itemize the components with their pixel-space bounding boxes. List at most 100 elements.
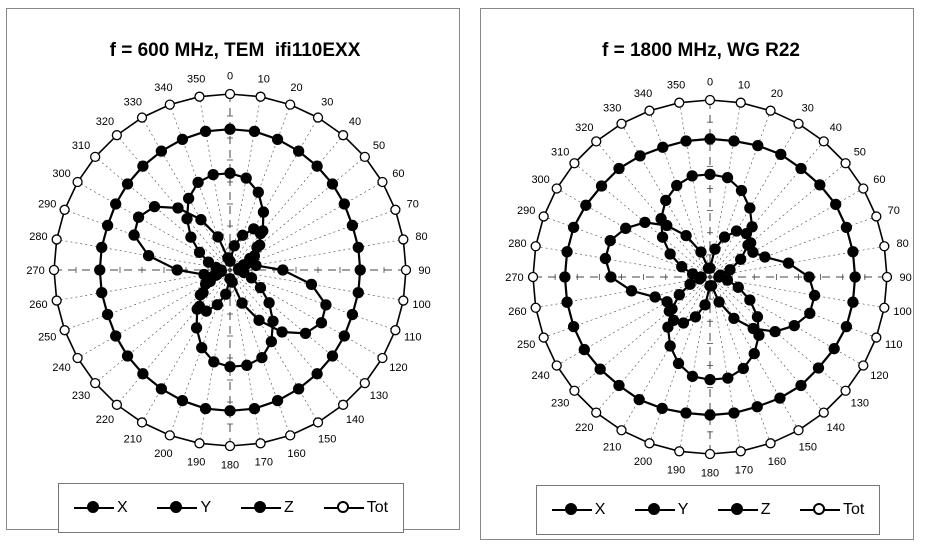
data-point-y [196, 342, 208, 354]
data-point-tot [51, 234, 62, 245]
data-point-x [128, 229, 140, 241]
data-point-z [633, 393, 645, 406]
legend-swatch-y [157, 501, 198, 515]
data-point-y [748, 347, 760, 360]
data-point-y [238, 266, 250, 279]
angle-label: 200 [154, 448, 172, 460]
data-point-y [722, 372, 734, 384]
angle-label: 80 [896, 238, 908, 250]
angle-label: 0 [707, 76, 713, 88]
angle-label: 40 [349, 116, 361, 128]
data-point-y [257, 206, 270, 218]
data-point-y [721, 274, 734, 286]
data-point-y [704, 374, 716, 386]
data-point-x [782, 257, 795, 269]
data-point-x [142, 249, 155, 262]
angle-label: 170 [255, 457, 273, 469]
data-point-tot [48, 264, 60, 276]
data-point-x [250, 259, 262, 272]
angle-label: 30 [321, 97, 333, 109]
angle-label: 100 [412, 299, 430, 311]
data-point-z [795, 162, 807, 175]
data-point-z [840, 320, 853, 333]
data-point-y [744, 202, 756, 214]
data-point-tot [674, 446, 685, 457]
data-point-z [346, 308, 359, 321]
data-point-tot [840, 385, 851, 396]
angle-label: 50 [373, 140, 385, 152]
grid-spoke [169, 269, 231, 436]
data-point-x [689, 311, 702, 323]
angle-label: 210 [603, 441, 621, 453]
data-point-tot [793, 118, 804, 129]
data-point-z [338, 330, 350, 342]
chart-title: f = 600 MHz, TEM ifi110EXX [109, 40, 361, 61]
data-point-y [742, 239, 754, 251]
grid-spoke [229, 117, 319, 271]
angle-label: 230 [551, 398, 569, 410]
grid-spoke [229, 156, 366, 271]
data-point-y [753, 329, 765, 341]
data-point-x [788, 320, 800, 332]
angle-label: 120 [389, 362, 407, 374]
grid-spoke [229, 269, 261, 444]
data-point-y [684, 278, 696, 290]
data-point-y [686, 170, 698, 182]
data-point-tot [359, 377, 370, 389]
data-point-tot [390, 204, 401, 215]
data-point-x [212, 231, 224, 243]
angle-label: 340 [154, 82, 172, 94]
grid-spoke [141, 269, 231, 423]
data-point-tot [398, 234, 409, 245]
angle-label: 200 [634, 456, 652, 468]
data-point-y [245, 272, 258, 284]
angle-label: 190 [667, 465, 685, 477]
legend-label-z: Z [284, 499, 294, 516]
data-point-z [559, 271, 571, 283]
data-point-z [752, 139, 764, 152]
data-point-tot [164, 430, 175, 441]
data-point-z [812, 362, 825, 374]
angle-label: 70 [888, 205, 900, 217]
data-point-z [326, 178, 339, 190]
angle-label: 250 [38, 332, 56, 344]
data-point-tot [312, 417, 324, 428]
data-point-y [676, 261, 688, 273]
data-point-tot [72, 176, 83, 188]
legend-item-tot: Tot [323, 499, 388, 517]
data-point-x [211, 299, 224, 311]
data-point-tot [72, 352, 83, 364]
angle-label: 10 [258, 73, 270, 85]
data-point-z [751, 401, 763, 413]
data-point-z [657, 141, 669, 153]
data-point-y [672, 357, 685, 370]
grid-spoke [141, 117, 231, 271]
data-point-y [224, 361, 236, 373]
chart-legend: X Y Z Tot [58, 483, 404, 533]
data-point-tot [312, 112, 324, 123]
data-point-y [244, 252, 256, 265]
legend-swatch-x [551, 503, 592, 517]
data-point-y [192, 176, 204, 188]
data-point-tot [255, 438, 266, 449]
chart-panel-600mhz: f = 600 MHz, TEM ifi110EXX 0 10 20 30 40 50 60… [6, 8, 460, 533]
data-point-z [224, 123, 236, 135]
chart-panel-1800mhz: f = 1800 MHz, WG R22 0 10 20 30 40 50 60 70 80 90… [476, 0, 926, 549]
data-point-x [759, 251, 771, 263]
data-point-y [721, 171, 734, 184]
data-point-tot [858, 360, 869, 371]
angle-label: 130 [851, 398, 869, 410]
data-point-tot [735, 446, 746, 457]
data-point-z [224, 405, 236, 417]
data-point-z [656, 402, 668, 415]
data-point-tot [818, 407, 829, 418]
data-point-y [744, 294, 756, 306]
data-point-y [686, 370, 699, 383]
data-point-tot [194, 91, 205, 102]
data-point-tot [674, 97, 685, 108]
data-point-x [604, 235, 616, 247]
data-point-tot [111, 399, 123, 410]
grid-spoke [94, 156, 231, 271]
grid-spoke [229, 104, 291, 271]
data-point-x [320, 299, 332, 311]
